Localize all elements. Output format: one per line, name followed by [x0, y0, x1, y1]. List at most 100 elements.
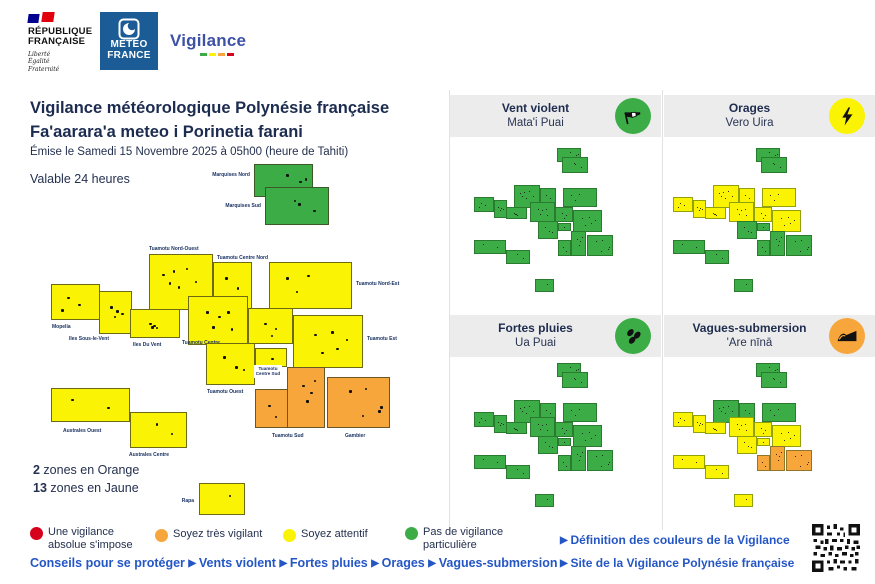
panel-header-orages[interactable]: Orages Vero Uira [664, 95, 875, 137]
dash-green [200, 53, 207, 56]
island-dot [515, 429, 517, 431]
link-orages[interactable]: Orages [381, 556, 425, 570]
island-dot [67, 296, 70, 300]
wave-icon [829, 318, 865, 354]
zone-rapa[interactable] [199, 483, 245, 515]
zone-tuamotu-nord-est-orages [762, 188, 797, 208]
island-dot [728, 405, 730, 407]
zone-tuamotu-est[interactable] [293, 315, 363, 368]
island-dot [564, 227, 566, 229]
zone-tuamotu-centre-pluies [530, 417, 555, 438]
panel-subtitle-vent: Mata'i Puai [507, 117, 564, 130]
island-dot [532, 195, 534, 197]
island-dot [537, 423, 539, 425]
island-dot [565, 215, 567, 217]
island-dot [522, 258, 524, 260]
island-dot [514, 428, 516, 430]
zone-australes-centre[interactable] [130, 412, 187, 448]
island-dot [529, 405, 531, 407]
zone-tuamotu-centre-east-pluies [554, 422, 574, 437]
zone-tuamotu-nord-ouest-orages [713, 184, 740, 208]
triangle-icon: ▶ [560, 558, 571, 569]
zone-tuamotu-centre-east[interactable] [248, 308, 293, 344]
zone-label-iles-sous-le-vent: Iles Sous-le-Vent [69, 336, 110, 342]
island-dot [697, 206, 699, 208]
triangle-icon: ▶ [428, 558, 439, 569]
island-dot [746, 215, 748, 217]
island-dot [581, 381, 583, 383]
zone-tuamotu-nord-ouest-pluies [514, 399, 541, 423]
zone-mopelia[interactable] [51, 284, 100, 320]
panel-title-pluies: Fortes pluies [498, 320, 573, 335]
triangle-icon: ▶ [279, 558, 290, 569]
island-dot [745, 498, 747, 500]
island-dot [380, 406, 383, 409]
green-dot-icon [405, 527, 418, 540]
island-dot [520, 193, 522, 195]
island-dot [546, 283, 548, 285]
zone-australes-ouest-pluies [474, 454, 507, 469]
zone-tuamotu-est-pluies [573, 424, 602, 447]
island-dot [731, 410, 733, 412]
island-dot [764, 251, 766, 253]
link-vents-violent[interactable]: Vents violent [198, 556, 276, 570]
panel-header-fortes-pluies[interactable]: Fortes pluies Ua Puai [450, 315, 661, 357]
zone-tuamotu-sud[interactable] [287, 367, 325, 428]
link-fortes-pluies[interactable]: Fortes pluies [289, 556, 368, 570]
zone-label-australes-ouest: Australes Ouest [63, 428, 102, 434]
island-dot [577, 368, 579, 370]
link-site-vigilance[interactable]: ▶ Site de la Vigilance Polynésie françai… [560, 556, 794, 570]
zone-tuamotu-centre[interactable] [188, 296, 248, 345]
island-dot [236, 287, 240, 290]
island-dot [779, 241, 781, 243]
island-dot [498, 421, 500, 423]
panel-title-vent: Vent violent [501, 100, 570, 115]
island-dot [780, 451, 782, 453]
island-dot [602, 240, 604, 242]
island-dot [485, 420, 487, 422]
island-dot [563, 217, 565, 219]
zone-iles-sous-le-vent[interactable] [99, 291, 132, 334]
island-dot [478, 207, 480, 209]
island-dot [751, 446, 753, 448]
island-dot [746, 430, 748, 432]
island-dot [522, 411, 524, 413]
zone-tuamotu-ouest-vent [537, 221, 558, 239]
zone-gambier[interactable] [327, 377, 390, 428]
zone-marquises-sud[interactable] [265, 187, 329, 225]
island-dot [561, 213, 563, 215]
island-dot [801, 455, 803, 457]
island-dot [110, 306, 113, 309]
panel-header-vent-violent[interactable]: Vent violent Mata'i Puai [450, 95, 661, 137]
island-dot [499, 210, 501, 212]
island-dot [498, 206, 500, 208]
zone-tuamotu-ouest[interactable] [206, 343, 255, 385]
island-dot [681, 459, 683, 461]
island-dot [741, 210, 743, 212]
island-dot [582, 217, 584, 219]
island-dot [293, 199, 297, 203]
island-dot [721, 411, 723, 413]
zone-australes-ouest[interactable] [51, 388, 130, 422]
mf-line2: FRANCE [107, 49, 151, 61]
qr-code [812, 524, 860, 577]
zone-tuamotu-nord-est[interactable] [269, 262, 352, 309]
island-dot [749, 413, 751, 415]
zone-tuamotu-centre-sud[interactable] [255, 348, 287, 367]
zone-rapa-vagues [733, 493, 753, 507]
zone-iles-du-vent[interactable] [130, 309, 180, 338]
island-dot [764, 215, 766, 217]
zone-label-marquises-sud: Marquises Sud [225, 203, 261, 209]
link-definition-couleurs[interactable]: ▶ Définition des couleurs de la Vigilanc… [560, 533, 790, 547]
link-vagues-submersion[interactable]: Vagues-submersion [438, 556, 558, 570]
zone-tuamotu-sud-west[interactable] [255, 389, 288, 428]
island-dot [542, 425, 544, 427]
panel-header-vagues-submersion[interactable]: Vagues-submersion 'Are nīnā [664, 315, 875, 357]
island-dot [780, 166, 782, 168]
island-dot [762, 217, 764, 219]
island-dot [313, 379, 317, 383]
meteo-france-icon [118, 18, 140, 40]
zone-australes-centre-orages [705, 249, 729, 265]
island-dot [721, 196, 723, 198]
